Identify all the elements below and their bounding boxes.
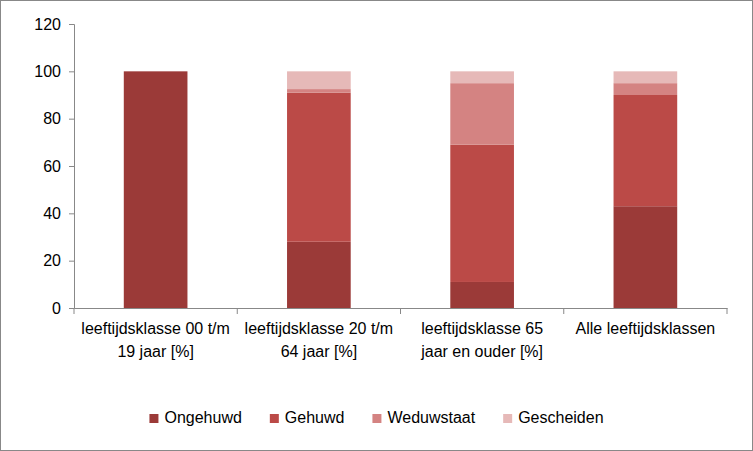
legend-swatch — [503, 414, 512, 423]
bar-segment — [614, 95, 678, 206]
bar-segment — [124, 71, 188, 72]
category-separator — [237, 308, 238, 314]
legend-label: Gescheiden — [518, 409, 603, 426]
axis-line — [69, 25, 75, 309]
legend-label: Weduwstaat — [387, 409, 475, 426]
bar-segment — [287, 242, 351, 308]
series — [287, 71, 677, 89]
bar-segment — [450, 71, 514, 83]
bar-segment — [124, 71, 188, 72]
tick-mark — [69, 308, 74, 309]
tick-mark — [69, 261, 74, 262]
category-label-line: leeftijdsklasse 00 t/m — [81, 320, 230, 337]
legend-item: Gescheiden — [503, 409, 603, 426]
category-separator — [563, 308, 564, 314]
tick: 20 — [43, 252, 74, 269]
bar-segment — [124, 71, 188, 72]
category-label: leeftijdsklasse 65 jaar en ouder [%] — [420, 320, 543, 360]
legend-swatch — [270, 414, 279, 423]
tick-label: 0 — [52, 300, 61, 317]
tick-mark — [69, 24, 74, 25]
y-axis: 0 20 40 60 80 100 120 — [34, 16, 74, 317]
legend-label: Ongehuwd — [164, 409, 241, 426]
bar-segment — [614, 71, 678, 83]
tick: 0 — [52, 300, 74, 317]
category-label-line: 19 jaar [%] — [117, 343, 193, 360]
series — [124, 71, 677, 308]
category-separator — [74, 308, 75, 314]
category-label: Alle leeftijdsklassen — [576, 320, 716, 337]
bar-segment — [614, 83, 678, 95]
category-label-line: 64 jaar [%] — [281, 343, 357, 360]
bar-segment — [614, 206, 678, 308]
legend-swatch — [372, 414, 381, 423]
category-label-line: leeftijdsklasse 20 t/m — [245, 320, 394, 337]
tick-label: 100 — [34, 63, 61, 80]
chart: 0 20 40 60 80 100 120 leeftijdsklasse 00 t/m 19 … — [0, 0, 753, 451]
chart-frame — [1, 1, 753, 451]
tick-label: 120 — [34, 16, 61, 33]
tick: 100 — [34, 63, 74, 80]
tick: 40 — [43, 205, 74, 222]
tick-mark — [69, 71, 74, 72]
tick-label: 60 — [43, 158, 61, 175]
bar-segment — [287, 89, 351, 93]
category-separator — [727, 308, 728, 314]
bar-segment — [450, 282, 514, 308]
bar-segment — [450, 145, 514, 282]
bar-segment — [287, 93, 351, 242]
tick: 60 — [43, 158, 74, 175]
legend-item: Ongehuwd — [149, 409, 241, 426]
tick: 80 — [43, 110, 74, 127]
category-separator — [400, 308, 401, 314]
legend-label: Gehuwd — [285, 409, 345, 426]
legend-item: Weduwstaat — [372, 409, 475, 426]
tick-mark — [69, 213, 74, 214]
category-label-line: jaar en ouder [%] — [420, 343, 543, 360]
tick-label: 40 — [43, 205, 61, 222]
category-label: leeftijdsklasse 00 t/m 19 jaar [%] — [81, 320, 230, 360]
bar-segment — [287, 71, 351, 89]
category-label: leeftijdsklasse 20 t/m 64 jaar [%] — [245, 320, 394, 360]
bar-segment — [124, 71, 188, 308]
category-label-line: leeftijdsklasse 65 — [421, 320, 543, 337]
tick-label: 80 — [43, 110, 61, 127]
category-label-line: Alle leeftijdsklassen — [576, 320, 716, 337]
tick-mark — [69, 166, 74, 167]
tick-label: 20 — [43, 252, 61, 269]
legend-swatch — [149, 414, 158, 423]
series — [287, 83, 677, 145]
legend-item: Gehuwd — [270, 409, 345, 426]
bars — [124, 71, 677, 308]
legend: Ongehuwd Gehuwd Weduwstaat Gescheiden — [149, 409, 603, 426]
tick-mark — [69, 119, 74, 120]
bar-segment — [450, 83, 514, 145]
tick: 120 — [34, 16, 74, 33]
